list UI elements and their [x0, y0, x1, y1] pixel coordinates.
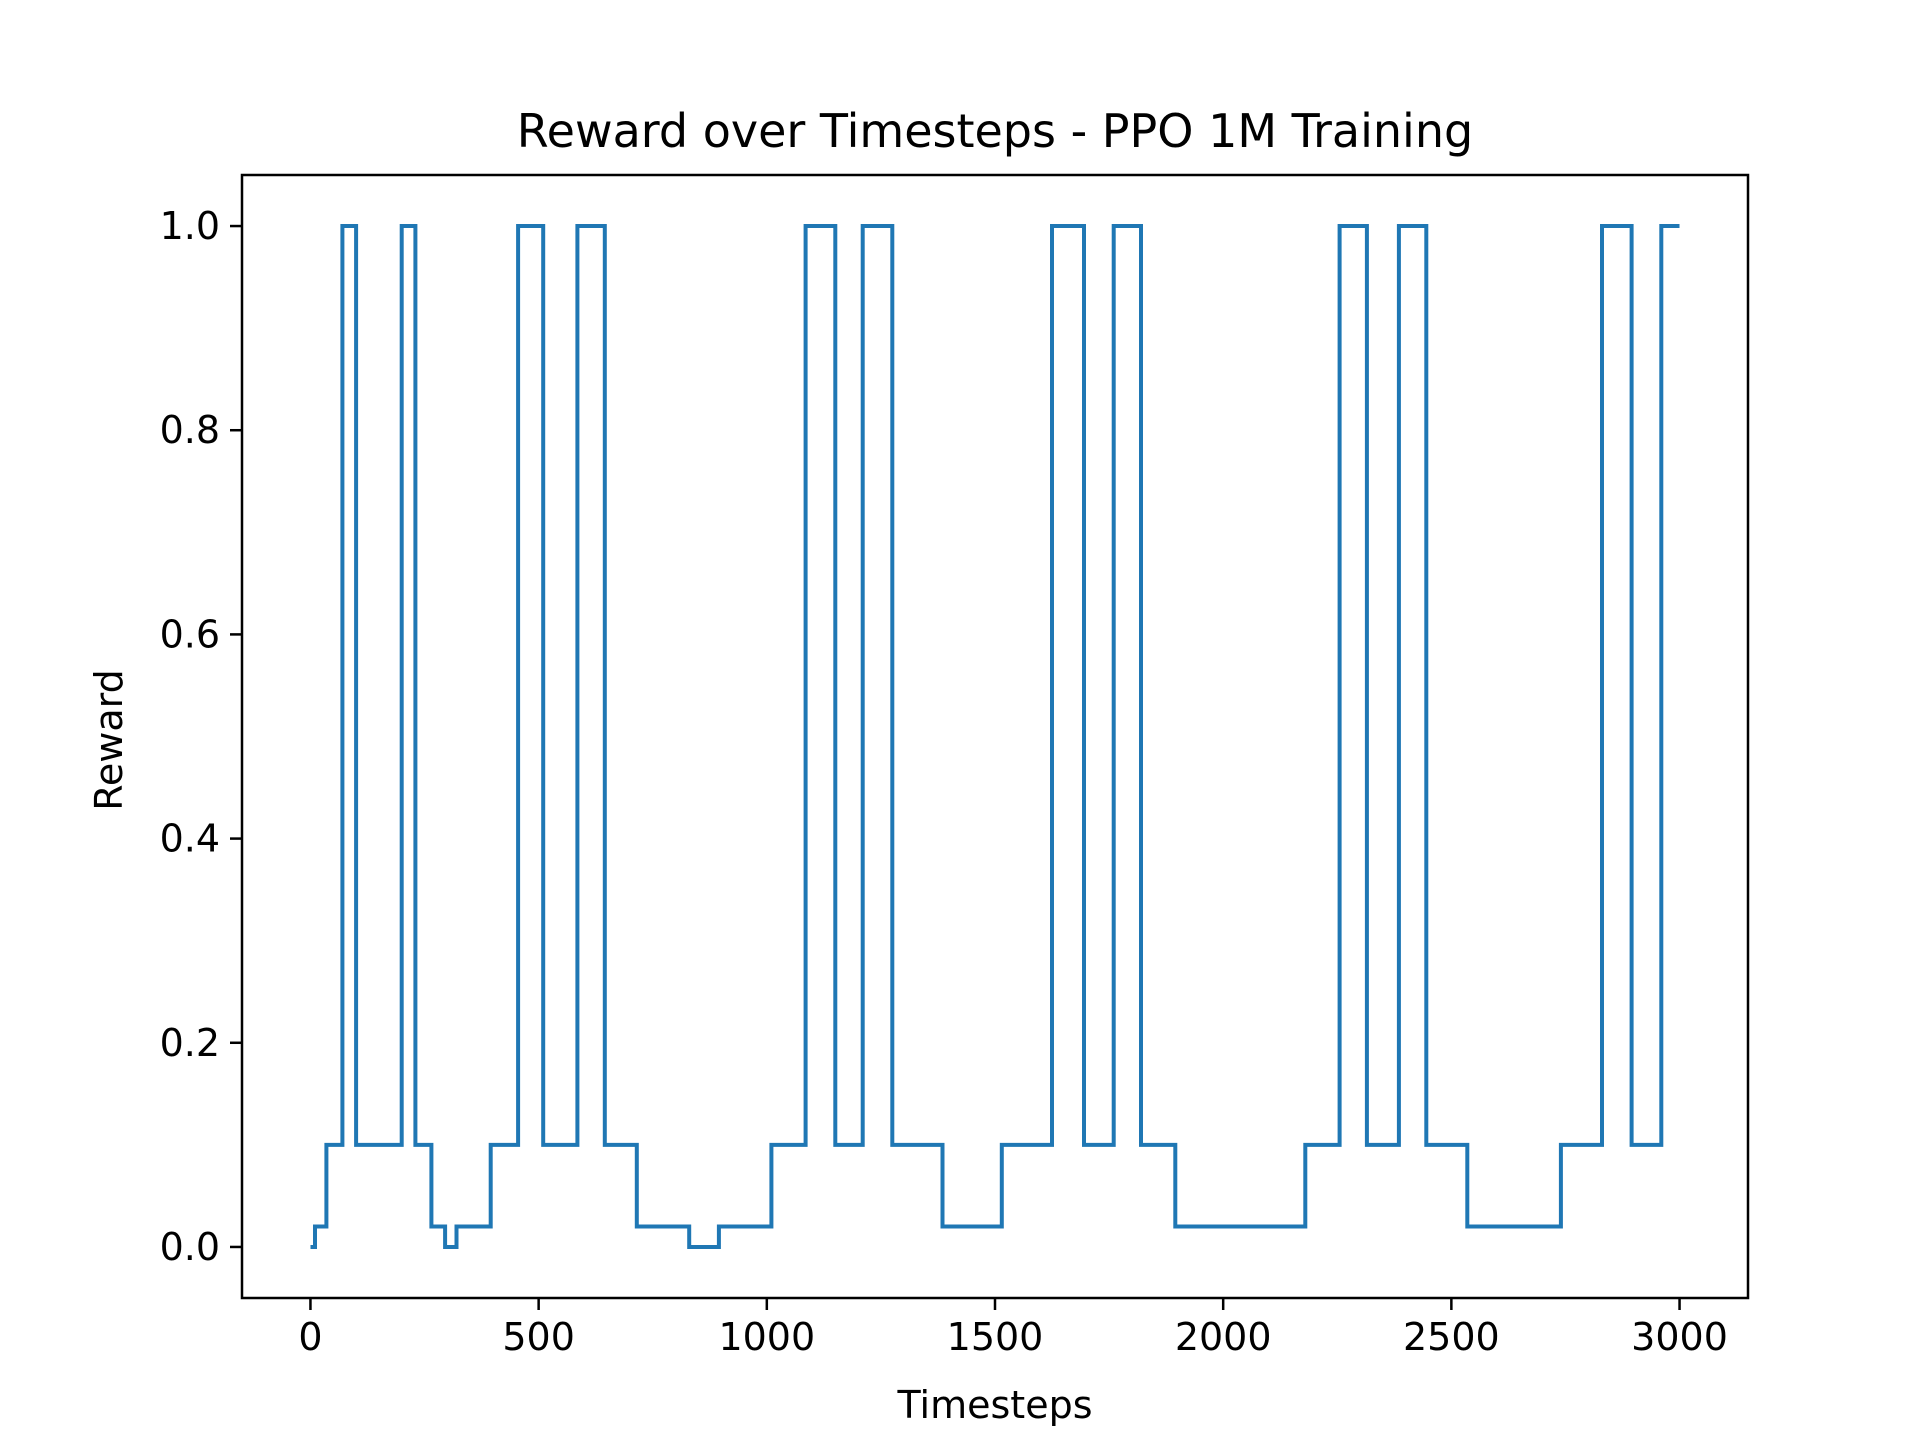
- x-tick-label: 1000: [718, 1315, 815, 1359]
- x-tick-label: 2500: [1403, 1315, 1500, 1359]
- y-tick-label: 0.6: [160, 612, 220, 656]
- x-tick-label: 500: [502, 1315, 575, 1359]
- y-axis-ticks: 0.0 0.2 0.4 0.6 0.8 1.0: [160, 204, 242, 1269]
- x-axis-label: Timesteps: [897, 1383, 1093, 1427]
- x-tick-label: 3000: [1631, 1315, 1728, 1359]
- reward-series-line: [310, 224, 1680, 1249]
- y-tick-label: 0.2: [160, 1021, 220, 1065]
- x-tick-label: 1500: [947, 1315, 1044, 1359]
- x-axis-ticks: 0 500 1000 1500 2000 2500 3000: [298, 1298, 1728, 1359]
- y-tick-label: 0.8: [160, 408, 220, 452]
- y-axis-label: Reward: [87, 669, 131, 811]
- x-tick-label: 0: [298, 1315, 322, 1359]
- chart-title: Reward over Timesteps - PPO 1M Training: [517, 104, 1473, 158]
- y-tick-label: 0.4: [160, 817, 220, 861]
- x-tick-label: 2000: [1175, 1315, 1272, 1359]
- y-tick-label: 0.0: [160, 1225, 220, 1269]
- y-tick-label: 1.0: [160, 204, 220, 248]
